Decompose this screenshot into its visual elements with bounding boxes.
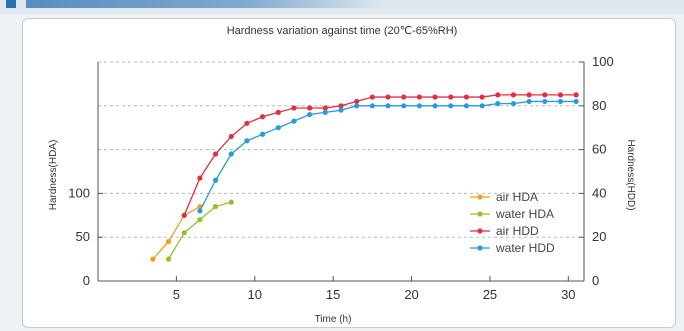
air-hdd-point <box>354 98 360 105</box>
water-hdd-point <box>463 103 470 109</box>
y-right-tick-label: 80 <box>592 98 606 113</box>
water-hdd-point <box>542 98 548 105</box>
air-hda-line <box>152 205 201 260</box>
water-hdd-point <box>495 101 501 107</box>
x-tick-label: 30 <box>561 287 575 302</box>
water-hdd-point <box>479 103 485 109</box>
air-hdd-point <box>448 94 454 100</box>
legend-marker-water-hda <box>477 211 483 217</box>
water-hdd-point <box>557 98 564 105</box>
water-hdd-point <box>573 98 579 105</box>
x-tick-label: 20 <box>404 287 418 302</box>
water-hda-point <box>165 256 172 262</box>
water-hdd-point <box>526 98 532 105</box>
water-hda-point <box>181 230 187 236</box>
water-hdd-point <box>197 208 203 214</box>
x-axis-label: Time (h) <box>315 314 352 325</box>
air-hdd-point <box>228 133 234 140</box>
water-hdd-point <box>291 118 297 124</box>
water-hda-point <box>197 217 203 223</box>
section-heading-bar <box>26 0 386 8</box>
y-axis-label-left: Hardness(HDA) <box>48 140 59 211</box>
air-hdd-point <box>479 94 485 100</box>
air-hdd-point <box>510 92 517 98</box>
x-tick-label: 25 <box>483 287 497 302</box>
air-hdd-point <box>275 109 281 115</box>
water-hdd-point <box>244 138 250 144</box>
y-left-tick-label: 50 <box>76 229 90 244</box>
legend-marker-air-hdd <box>477 228 483 234</box>
air-hdd-point <box>432 94 438 100</box>
series-group <box>150 92 579 262</box>
water-hda-point <box>212 203 219 210</box>
air-hdd-point <box>307 105 313 111</box>
air-hdd-point <box>212 151 219 157</box>
chart-frame <box>22 18 676 328</box>
y-left-tick-label: 0 <box>83 273 90 288</box>
x-tick-label: 10 <box>248 287 262 302</box>
air-hdd-point <box>463 94 470 100</box>
air-hdd-point <box>495 92 501 98</box>
y-right-tick-label: 100 <box>592 54 614 69</box>
water-hdd-point <box>432 103 438 109</box>
water-hdd-point <box>228 151 234 157</box>
air-hdd-point <box>401 94 407 100</box>
water-hdd-point <box>385 103 391 109</box>
x-tick-label: 15 <box>326 287 340 302</box>
legend-label-water-hda: water HDA <box>495 207 554 221</box>
legend-marker-water-hdd <box>477 245 483 251</box>
air-hdd-point <box>369 94 375 100</box>
y-right-tick-label: 0 <box>592 273 599 288</box>
water-hdd-point <box>510 101 517 107</box>
water-hdd-point <box>322 109 328 115</box>
water-hdd-point <box>260 131 266 137</box>
air-hdd-point <box>557 92 564 98</box>
air-hdd-point <box>244 120 250 126</box>
water-hdd-point <box>369 103 375 109</box>
air-hdd-point <box>260 114 266 120</box>
y-right-tick-label: 40 <box>592 185 606 200</box>
air-hda-point <box>150 256 156 262</box>
air-hdd-point <box>197 175 203 181</box>
y-left-tick-label: 100 <box>68 185 90 200</box>
air-hdd-point <box>573 92 579 98</box>
y-right-tick-label: 20 <box>592 229 606 244</box>
air-hdd-point <box>542 92 548 98</box>
air-hdd-point <box>322 105 328 111</box>
air-hdd-point <box>338 103 344 109</box>
header-accent <box>6 0 16 8</box>
legend-label-water-hdd: water HDD <box>495 241 555 255</box>
air-hdd-point <box>526 92 532 98</box>
air-hdd-point <box>291 105 297 111</box>
y-axis-label-right: Hardness(HDD) <box>625 139 636 210</box>
axes: 5 10 15 20 25 30 0 50 100 0 20 40 60 80 100 <box>68 54 613 302</box>
water-hdd-point <box>416 103 422 109</box>
legend-marker-air-hda <box>477 194 483 200</box>
chart-title: Hardness variation against time (20℃-65%… <box>226 25 458 37</box>
legend: air HDA water HDA air HDD water HDD <box>470 190 555 255</box>
x-tick-label: 5 <box>173 287 180 302</box>
air-hdd-point <box>385 94 391 100</box>
legend-label-air-hda: air HDA <box>496 190 538 204</box>
water-hdd-point <box>448 103 454 109</box>
air-hdd-point <box>416 94 422 100</box>
water-hdd-point <box>354 103 360 109</box>
water-hdd-point <box>212 177 219 183</box>
water-hdd-point <box>307 111 313 118</box>
water-hdd-point <box>275 125 281 131</box>
air-hdd-line <box>183 94 577 216</box>
y-right-tick-label: 60 <box>592 142 606 157</box>
legend-label-air-hdd: air HDD <box>496 224 539 238</box>
water-hdd-point <box>401 103 407 109</box>
air-hdd-point <box>181 212 187 218</box>
air-hda-point <box>165 238 172 245</box>
water-hdd-point <box>338 107 344 113</box>
water-hda-point <box>228 199 234 205</box>
